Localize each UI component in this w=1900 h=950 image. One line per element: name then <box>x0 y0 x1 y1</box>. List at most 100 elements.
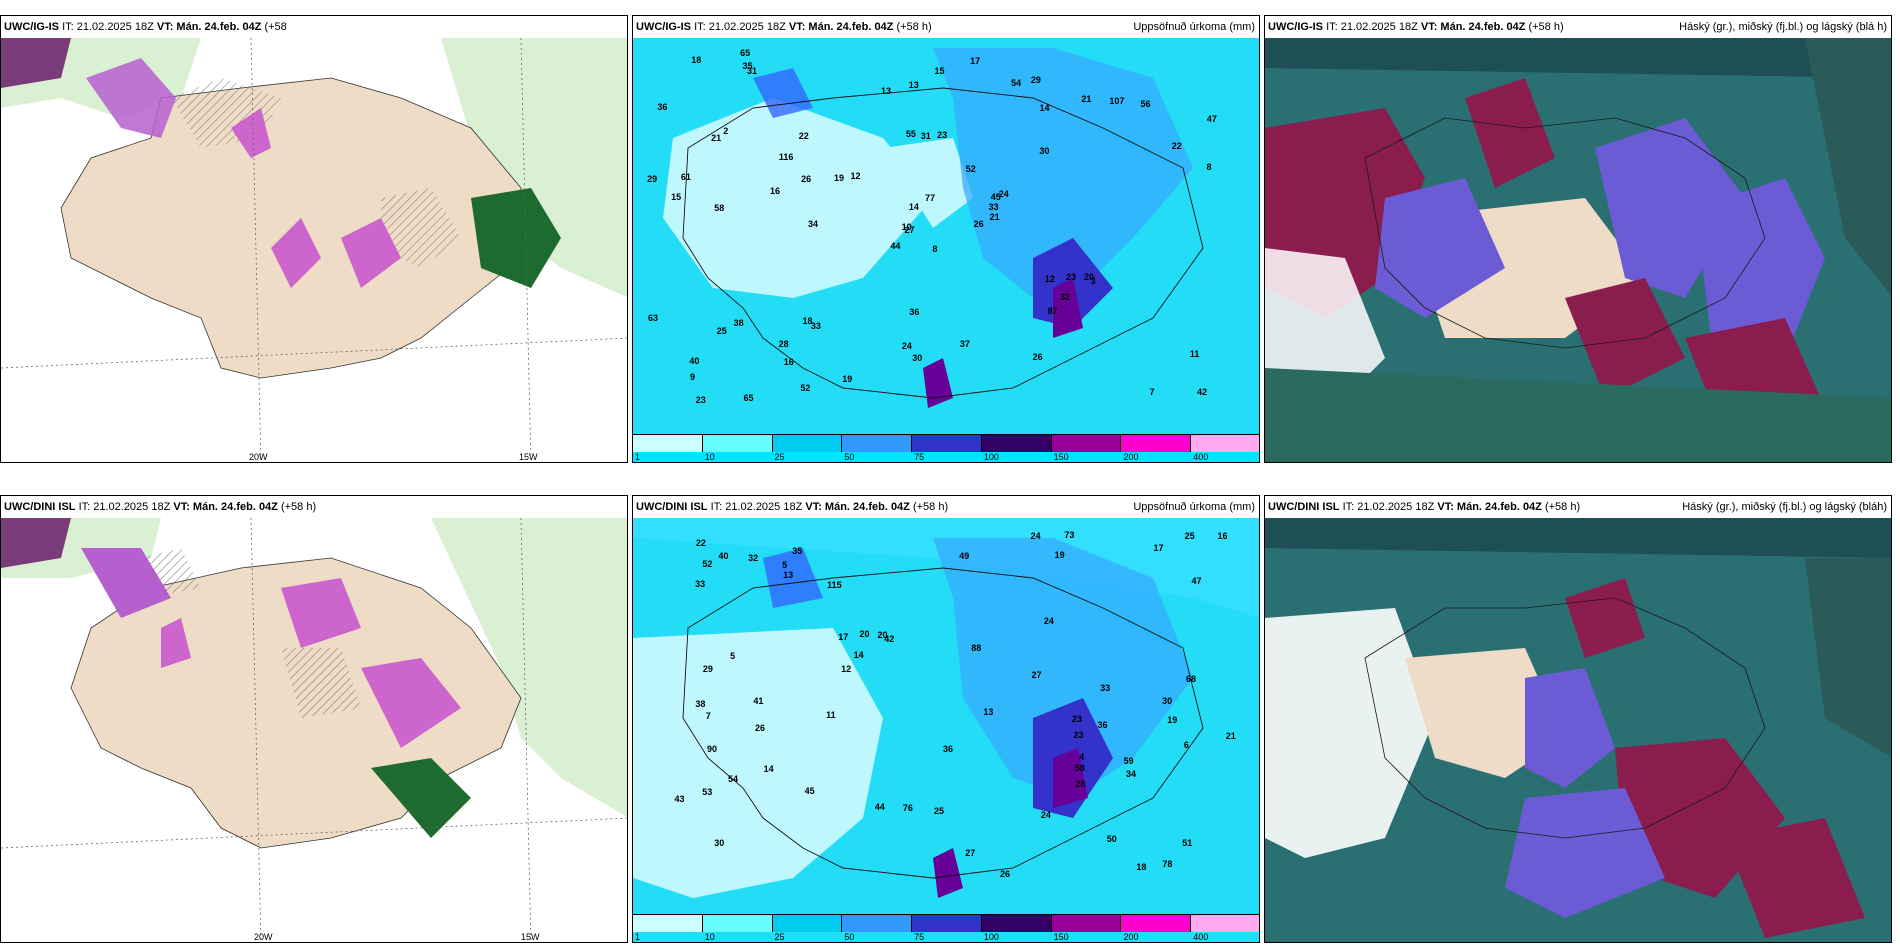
colorbar-swatch <box>772 434 843 452</box>
init-time: IT: 21.02.2025 18Z <box>78 501 171 513</box>
vt-label: VT: <box>1437 501 1454 513</box>
colorbar-tick-label: 75 <box>914 452 925 462</box>
colorbar-swatch <box>842 914 913 932</box>
precip-value-label: 41 <box>753 696 764 707</box>
colorbar-tick-label: 150 <box>1053 452 1069 462</box>
precip-value-label: 47 <box>1206 114 1217 125</box>
precip-value-label: 11 <box>826 709 836 720</box>
precip-value-label: 36 <box>942 744 953 755</box>
precip-value-label: 44 <box>874 801 885 812</box>
precip-value-label: 17 <box>1153 543 1164 554</box>
colorbar-tick-label: 400 <box>1193 932 1209 942</box>
colorbar-tick-label: 1 <box>635 452 641 462</box>
precip-value-label: 33 <box>988 202 999 213</box>
panel-top-left: UWC/IG-IS IT: 21.02.2025 18Z VT: Mán. 24… <box>0 15 628 463</box>
vt-label: VT: <box>156 21 174 33</box>
init-time: IT: 21.02.2025 18Z <box>1342 501 1435 513</box>
precip-value-label: 13 <box>983 706 994 717</box>
panel-header: UWC/DINI ISL IT: 21.02.2025 18Z VT: Mán.… <box>1265 496 1891 518</box>
precip-value-label: 23 <box>695 394 706 405</box>
colorbar-tick-label: 150 <box>1053 932 1069 942</box>
precip-value-label: 19 <box>1167 714 1178 725</box>
precip-value-label: 26 <box>801 173 812 184</box>
precip-value-label: 12 <box>850 170 861 181</box>
accumulated-precip-map <box>633 38 1259 462</box>
vt-label: VT: <box>788 21 806 33</box>
colorbar: 1 10 25 50 75 100 150 200 400 <box>633 434 1259 462</box>
init-time: IT: 21.02.2025 18Z <box>1326 21 1418 33</box>
colorbar-swatch <box>702 914 773 932</box>
precip-value-label: 25 <box>934 806 945 817</box>
precip-value-label: 73 <box>1064 529 1075 540</box>
vt-label: VT: <box>173 501 190 513</box>
colorbar: 1 10 25 50 75 100 150 200 400 <box>633 914 1259 942</box>
precip-value-label: 42 <box>884 633 895 644</box>
colorbar-swatch <box>1051 434 1122 452</box>
precip-value-label: 44 <box>890 240 901 251</box>
precip-value-label: 14 <box>908 201 919 212</box>
valid-time: Mán. 24.feb. 04Z <box>824 501 910 513</box>
precip-value-label: 7 <box>1149 386 1155 397</box>
precip-value-label: 20 <box>877 629 888 640</box>
precip-value-label: 35 <box>742 61 753 72</box>
precip-value-label: 15 <box>671 192 682 203</box>
precip-value-label: 52 <box>800 382 811 393</box>
precip-value-label: 23 <box>1066 271 1077 282</box>
precip-value-label: 13 <box>783 569 794 580</box>
precip-value-label: 20 <box>1083 272 1094 283</box>
colorbar-swatch <box>981 434 1052 452</box>
model-name: UWC/DINI ISL <box>4 501 76 513</box>
precip-value-label: 33 <box>695 579 706 590</box>
precip-value-label: 23 <box>1072 713 1083 724</box>
precip-value-label: 6 <box>1183 740 1189 751</box>
colorbar-swatch <box>1191 914 1259 932</box>
precip-value-label: 17 <box>970 56 981 67</box>
precip-value-label: 30 <box>1039 146 1050 157</box>
colorbar-tick-label: 400 <box>1193 452 1209 462</box>
precip-value-label: 20 <box>859 629 870 640</box>
precip-value-label: 61 <box>680 172 691 183</box>
precip-value-label: 34 <box>807 218 818 229</box>
model-name: UWC/DINI ISL <box>636 501 708 513</box>
precip-type-map <box>1 518 627 942</box>
precip-value-label: 77 <box>925 193 936 204</box>
colorbar-tick-label: 100 <box>983 452 999 462</box>
precip-value-label: 14 <box>853 649 864 660</box>
precip-values: 8 21 27 40 45 33 29 23 14 26 31 42 58 47 44 30 65 55 52 38 1… <box>633 38 1259 438</box>
precip-value-label: 26 <box>1032 352 1043 363</box>
panel-header: UWC/DINI ISL IT: 21.02.2025 18Z VT: Mán.… <box>633 496 1259 518</box>
precip-value-label: 3 <box>1090 276 1096 287</box>
panel-top-right: UWC/IG-IS IT: 21.02.2025 18Z VT: Mán. 24… <box>1264 15 1892 463</box>
valid-time: Mán. 24.feb. 04Z <box>1456 501 1542 513</box>
precip-value-label: 52 <box>702 559 713 570</box>
panel-bot-right: UWC/DINI ISL IT: 21.02.2025 18Z VT: Mán.… <box>1264 495 1892 943</box>
valid-time: Mán. 24.feb. 04Z <box>176 21 262 33</box>
precip-value-label: 25 <box>716 325 727 336</box>
precip-value-label: 58 <box>714 203 725 214</box>
precip-value-label: 10 <box>901 221 912 232</box>
precip-value-label: 18 <box>802 316 813 327</box>
lead-time: (+58 h) <box>1528 21 1564 33</box>
precip-values: 23 19 30 35 42 50 53 19 17 26 33 38 52 51 44 68 36 13 20 14… <box>633 518 1259 918</box>
precip-value-label: 54 <box>727 773 738 784</box>
precip-value-label: 26 <box>1000 869 1011 880</box>
precip-value-label: 23 <box>937 130 948 141</box>
precip-value-label: 5 <box>782 559 788 570</box>
precip-value-label: 63 <box>647 312 658 323</box>
accumulated-precip-map <box>633 518 1259 942</box>
precip-value-label: 21 <box>1225 731 1236 742</box>
precip-value-label: 45 <box>990 191 1001 202</box>
precip-value-label: 40 <box>689 355 700 366</box>
precip-value-label: 38 <box>695 698 706 709</box>
field-title: Háský (gr.), miðský (fj.bl.) og lágský (… <box>1679 21 1887 33</box>
precip-value-label: 115 <box>827 580 842 591</box>
colorbar-swatch <box>912 434 982 452</box>
colorbar-swatch <box>702 434 773 452</box>
precip-value-label: 9 <box>689 372 695 383</box>
precip-value-label: 24 <box>998 188 1009 199</box>
precip-value-label: 68 <box>1186 673 1197 684</box>
precip-value-label: 32 <box>1060 292 1071 303</box>
precip-value-label: 16 <box>783 357 794 368</box>
precip-value-label: 31 <box>920 130 931 141</box>
precip-value-label: 52 <box>965 163 976 174</box>
